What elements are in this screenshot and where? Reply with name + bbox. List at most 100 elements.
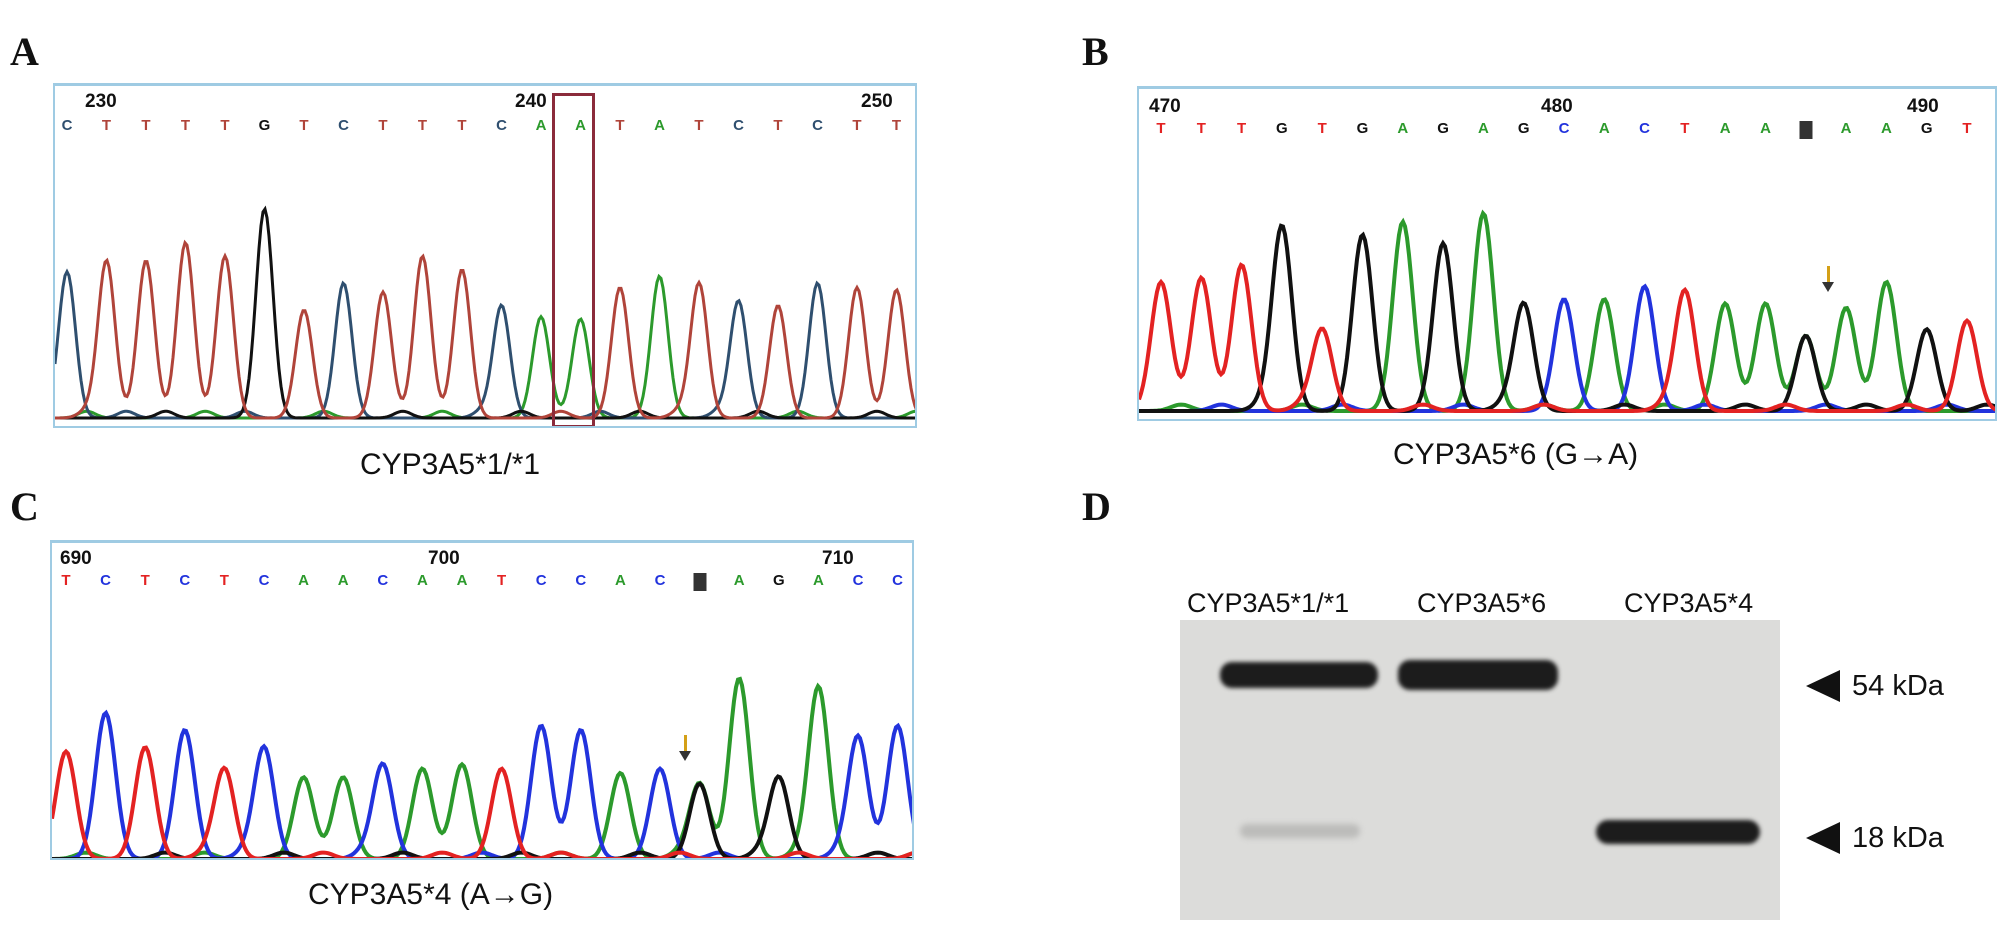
base-call-a-17: C [733, 117, 744, 134]
base-call-c-7: A [337, 572, 349, 589]
base-call-a-3: T [180, 117, 191, 134]
base-call-c-19: A [812, 572, 824, 589]
trace-b-G [1139, 223, 1995, 413]
base-call-c-13: C [575, 572, 587, 589]
base-call-a-11: C [496, 117, 507, 134]
trace-c-A [52, 676, 912, 858]
base-call-a-12: A [535, 117, 547, 134]
base-call-c-0: T [61, 572, 71, 589]
chromatogram-b: 470 480 490 T T T G T G A G A G C A C T A A A A G T [1137, 86, 1997, 421]
base-call-c-18: G [772, 572, 785, 589]
base-call-a-6: T [299, 117, 309, 134]
base-call-c-12: C [535, 572, 547, 589]
chromatogram-b-traces [1139, 209, 1995, 413]
base-call-c-20: C [852, 572, 864, 589]
base-call-a-8: T [378, 117, 388, 134]
base-call-b-11: A [1598, 120, 1610, 137]
base-call-a-18: T [773, 117, 783, 134]
band-wildtype-18kda-faint [1240, 824, 1360, 838]
base-call-a-4: T [220, 117, 230, 134]
chromatogram-c-traces [52, 676, 912, 858]
base-call-b-15: A [1760, 120, 1771, 137]
variant-arrowhead-b [1822, 282, 1834, 292]
position-label-490: 490 [1907, 96, 1939, 117]
trace-b-T [1139, 262, 1995, 413]
band-wildtype-54kda [1220, 662, 1378, 688]
base-call-a-15: A [654, 117, 665, 134]
base-call-c-4: T [219, 572, 229, 589]
trace-a-A [55, 273, 915, 420]
base-call-b-8: A [1477, 120, 1489, 137]
base-call-b-2: T [1237, 120, 1247, 137]
position-label-480: 480 [1541, 96, 1573, 117]
position-label-470: 470 [1149, 96, 1181, 117]
base-call-b-9: G [1517, 120, 1530, 137]
chromatogram-c: 690 700 710 T C T C T C A A C A A T C C A C A G A C C [50, 540, 914, 860]
position-label-700: 700 [428, 548, 460, 569]
position-label-230: 230 [85, 91, 117, 112]
base-call-b-6: A [1397, 120, 1409, 137]
base-call-b-18: A [1880, 120, 1892, 137]
marker-arrow-54kda [1806, 670, 1840, 702]
trace-a-G [55, 205, 915, 420]
panel-letter-b: B [1082, 29, 1109, 74]
chromatogram-a: 230 240 250 C T T T T G T C T T T C A A T A T C T C T T [53, 83, 917, 428]
base-call-a-10: T [457, 117, 467, 134]
base-call-c-15: C [654, 572, 666, 589]
lane-label-wildtype: CYP3A5*1/*1 [1187, 588, 1350, 618]
variant-arrow-b [1827, 266, 1830, 284]
base-call-b-10: C [1558, 120, 1570, 137]
trace-a-T [55, 239, 915, 420]
chromatogram-a-traces [55, 205, 915, 420]
base-call-a-7: C [338, 117, 349, 134]
base-call-b-1: T [1196, 120, 1206, 137]
lane-label-star4: CYP3A5*4 [1624, 588, 1754, 618]
base-call-a-20: T [852, 117, 862, 134]
base-call-b-0: T [1156, 120, 1166, 137]
base-call-c-11: T [497, 572, 507, 589]
base-call-c-16 [693, 573, 707, 591]
base-call-c-6: A [298, 572, 310, 589]
base-call-a-2: T [141, 117, 151, 134]
caption-a: CYP3A5*1/*1 [360, 448, 541, 481]
variant-arrow-c [684, 735, 687, 753]
base-call-a-14: T [615, 117, 625, 134]
base-call-b-20: T [1962, 120, 1972, 137]
base-call-c-21: C [892, 572, 904, 589]
position-label-240: 240 [515, 91, 547, 112]
base-call-c-5: C [258, 572, 270, 589]
trace-c-C [52, 709, 912, 858]
base-call-b-5: G [1356, 120, 1369, 137]
band-star6-54kda [1398, 660, 1558, 690]
marker-label-18kda: 18 kDa [1852, 822, 1944, 854]
base-call-a-16: T [694, 117, 704, 134]
base-call-a-1: T [101, 117, 112, 134]
band-star4-18kda [1596, 820, 1760, 844]
base-call-c-1: C [100, 572, 112, 589]
base-call-b-16 [1799, 121, 1813, 139]
base-call-b-19: G [1920, 120, 1933, 137]
panel-letter-d: D [1082, 484, 1111, 529]
base-call-b-17: A [1840, 120, 1852, 137]
western-blot [1180, 620, 1780, 920]
base-call-b-12: C [1639, 120, 1651, 137]
variant-arrowhead-c [679, 751, 691, 761]
base-call-c-17: A [733, 572, 745, 589]
marker-label-54kda: 54 kDa [1852, 670, 1944, 702]
variant-highlight-box [552, 93, 595, 426]
lane-label-star6: CYP3A5*6 [1417, 588, 1547, 618]
base-call-b-7: G [1437, 120, 1449, 137]
trace-c-G [52, 774, 912, 858]
base-call-c-8: C [377, 572, 389, 589]
base-call-c-2: T [140, 572, 150, 589]
position-label-250: 250 [861, 91, 893, 112]
base-call-b-4: T [1317, 120, 1327, 137]
trace-a-C [55, 268, 915, 420]
caption-c: CYP3A5*4 (A→G) [308, 878, 554, 911]
base-call-c-9: A [416, 572, 428, 589]
panel-letter-a: A [10, 29, 39, 74]
panel-letter-c: C [10, 484, 39, 529]
position-label-710: 710 [822, 548, 854, 569]
base-call-a-5: G [258, 117, 271, 134]
position-label-690: 690 [60, 548, 92, 569]
